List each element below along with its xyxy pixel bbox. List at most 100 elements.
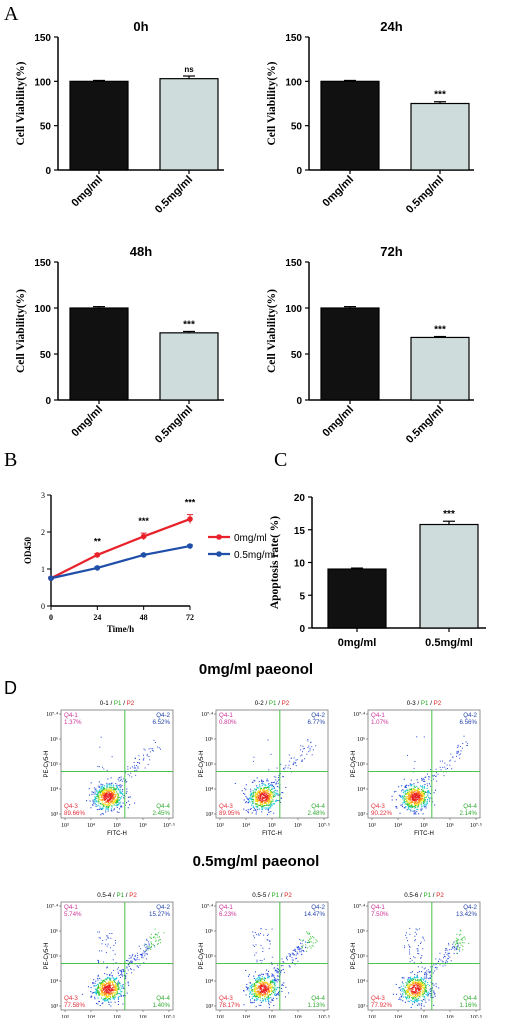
scatter-point <box>422 995 424 997</box>
scatter-point <box>257 787 259 789</box>
plot-title-sep: / <box>431 892 436 899</box>
scatter-point <box>416 948 418 950</box>
scatter-point <box>248 988 250 990</box>
scatter-point <box>116 983 118 985</box>
scatter-point <box>282 985 284 987</box>
scatter-point <box>241 790 243 792</box>
scatter-point <box>102 799 104 801</box>
scatter-point <box>407 940 408 942</box>
scatter-point <box>405 793 407 795</box>
scatter-point <box>260 991 262 993</box>
scatter-point <box>265 807 267 809</box>
quadrant-q1-name: Q4-1 <box>64 904 78 911</box>
scatter-point <box>126 802 128 804</box>
scatter-point <box>424 799 426 801</box>
scatter-point <box>407 991 409 993</box>
scatter-point <box>108 1003 110 1005</box>
scatter-point <box>102 813 104 815</box>
scatter-point <box>267 998 269 1000</box>
scatter-point <box>124 978 126 980</box>
scatter-point <box>265 998 267 1000</box>
scatter-point <box>415 982 417 984</box>
bar <box>410 102 470 171</box>
scatter-point <box>273 791 275 793</box>
scatter-point <box>409 985 411 987</box>
scatter-point <box>105 984 107 986</box>
scatter-point <box>261 792 263 794</box>
scatter-point <box>415 983 417 985</box>
scatter-point <box>416 976 418 978</box>
scatter-point <box>403 989 405 991</box>
scatter-point <box>254 791 256 793</box>
scatter-point <box>415 807 417 809</box>
scatter-point <box>118 811 120 813</box>
scatter-point <box>412 789 414 791</box>
scatter-point <box>448 953 450 954</box>
scatter-point <box>433 984 435 986</box>
scatter-point <box>263 982 265 984</box>
scatter-point <box>283 768 285 770</box>
scatter-point <box>406 997 408 999</box>
scatter-point <box>260 1004 262 1006</box>
scatter-point <box>268 1001 270 1003</box>
scatter-point <box>105 796 107 798</box>
scatter-point <box>409 958 411 959</box>
scatter-point <box>257 994 259 996</box>
scatter-point <box>113 785 115 787</box>
y-axis-label: PE-Cy5-H <box>44 750 50 777</box>
scatter-point <box>268 1002 270 1004</box>
scatter-point <box>409 978 411 980</box>
quadrant-q1-name: Q4-1 <box>64 712 78 719</box>
plot-title-sample: 0.5-4 / <box>97 892 116 899</box>
scatter-point <box>262 947 264 949</box>
scatter-point <box>400 999 402 1001</box>
scatter-point <box>414 801 416 803</box>
scatter-point <box>297 947 299 949</box>
scatter-point <box>457 745 459 747</box>
scatter-point <box>245 784 247 786</box>
scatter-point <box>259 992 261 994</box>
scatter-point <box>460 933 462 935</box>
scatter-point <box>282 792 284 794</box>
scatter-point <box>137 955 139 956</box>
scatter-point <box>112 989 114 991</box>
scatter-point <box>417 953 419 954</box>
scatter-point <box>100 789 102 791</box>
scatter-point <box>264 800 266 802</box>
scatter-point <box>266 989 268 991</box>
scatter-point <box>260 979 262 981</box>
scatter-point <box>252 798 254 800</box>
scatter-point <box>259 989 261 991</box>
scatter-point <box>271 973 273 975</box>
scatter-point <box>137 967 139 969</box>
scatter-point <box>107 935 109 937</box>
scatter-point <box>402 977 404 979</box>
scatter-point <box>103 790 105 792</box>
scatter-point <box>94 982 96 984</box>
quadrant-q4-percent: 1.13% <box>307 1002 325 1009</box>
x-tick-label: 0mg/ml <box>69 174 105 210</box>
scatter-point <box>430 987 432 989</box>
x-axis-label: FITC-H <box>262 831 282 837</box>
scatter-point <box>270 793 272 795</box>
scatter-point <box>452 947 454 949</box>
scatter-point <box>466 745 468 746</box>
scatter-point <box>308 933 310 935</box>
scatter-point <box>110 1001 112 1003</box>
scatter-point <box>458 942 460 944</box>
scatter-point <box>96 790 98 792</box>
scatter-point <box>103 983 105 985</box>
scatter-point <box>255 794 257 796</box>
scatter-point <box>105 989 107 991</box>
scatter-point <box>446 961 448 963</box>
scatter-point <box>155 939 157 941</box>
scatter-point <box>407 802 409 804</box>
scatter-point <box>405 996 407 998</box>
scatter-point <box>278 779 280 780</box>
scatter-point <box>263 986 265 988</box>
scatter-point <box>265 809 267 811</box>
scatter-point <box>115 987 117 989</box>
scatter-point <box>111 789 113 791</box>
y-axis-label: Apoptosis rate( %) <box>269 516 281 609</box>
scatter-point <box>108 783 110 785</box>
